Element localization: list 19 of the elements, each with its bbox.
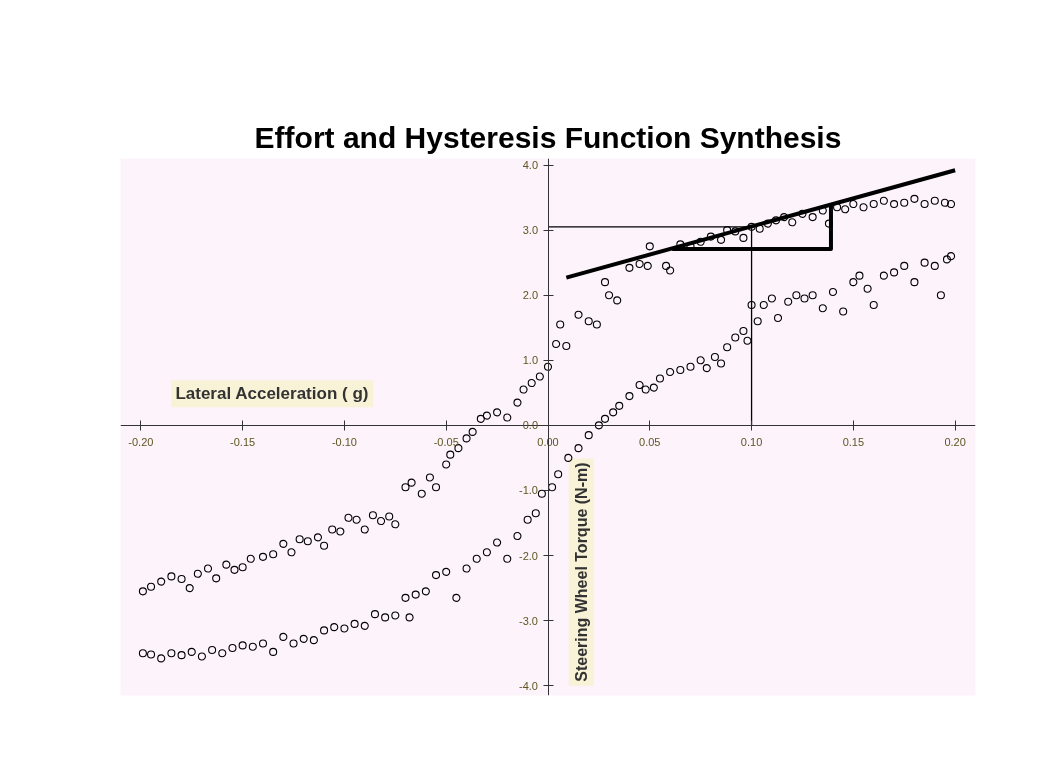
x-tick-label: 0.10 [740,436,763,449]
x-tick-label: 0.05 [639,436,661,449]
x-tick-label: 0.20 [944,436,966,449]
y-tick-label: -4.0 [519,679,539,692]
x-tick-label: -0.20 [128,436,154,449]
x-tick-label: -0.15 [230,436,256,449]
y-tick-label: -1.0 [519,484,539,497]
y-tick-label: 3.0 [522,224,539,237]
y-tick-label: 1.0 [522,354,539,367]
x-axis-title: Lateral Acceleration ( g) [175,384,369,404]
chart-title: Effort and Hysteresis Function Synthesis [254,120,842,154]
y-tick-label: -2.0 [519,549,539,562]
y-axis-title: Steering Wheel Torque (N-m) [572,462,590,682]
y-tick-label: -3.0 [519,614,539,627]
x-tick-label: 0.15 [842,436,865,449]
y-tick-label: 4.0 [522,159,539,172]
x-tick-label: -0.10 [331,436,357,449]
x-tick-label: -0.05 [433,436,459,449]
y-tick-label: 2.0 [522,289,539,302]
